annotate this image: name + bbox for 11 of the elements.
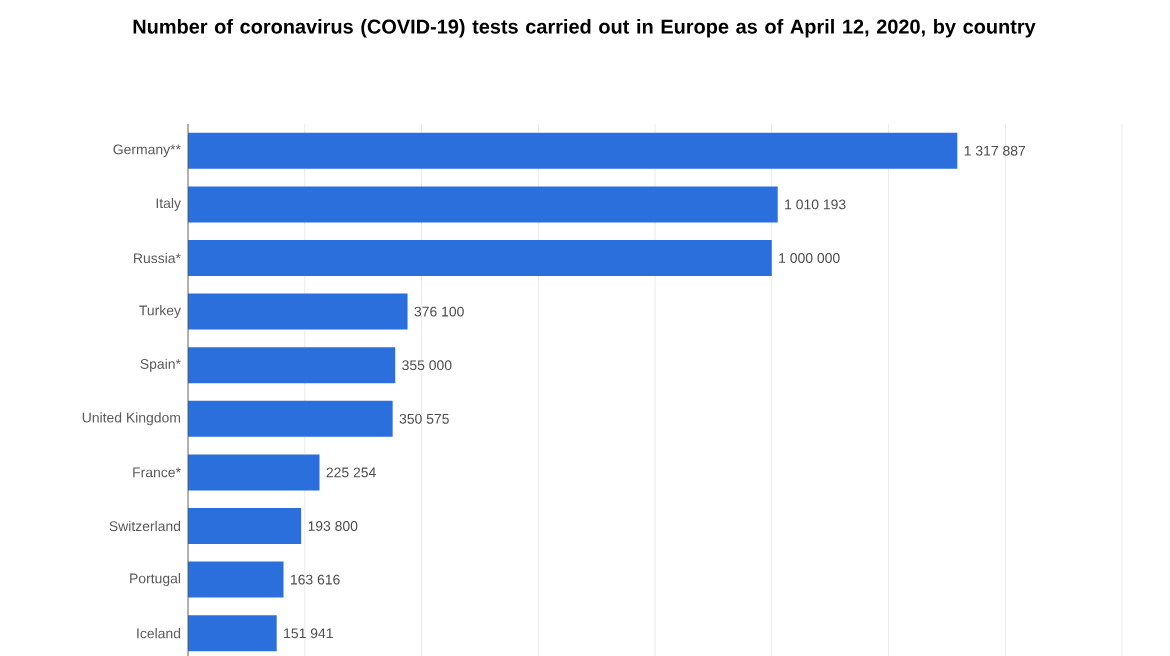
bar	[188, 132, 958, 169]
bar	[188, 186, 778, 223]
bar	[188, 239, 772, 276]
chart-title: Number of coronavirus (COVID-19) tests carried out in Europe as of April 12, 2020, by country	[133, 19, 1036, 38]
bar	[188, 293, 408, 330]
bar	[188, 508, 302, 544]
bar	[188, 454, 320, 491]
bar	[188, 400, 393, 437]
bar	[188, 347, 396, 384]
bar	[188, 561, 284, 598]
bar	[188, 615, 277, 652]
